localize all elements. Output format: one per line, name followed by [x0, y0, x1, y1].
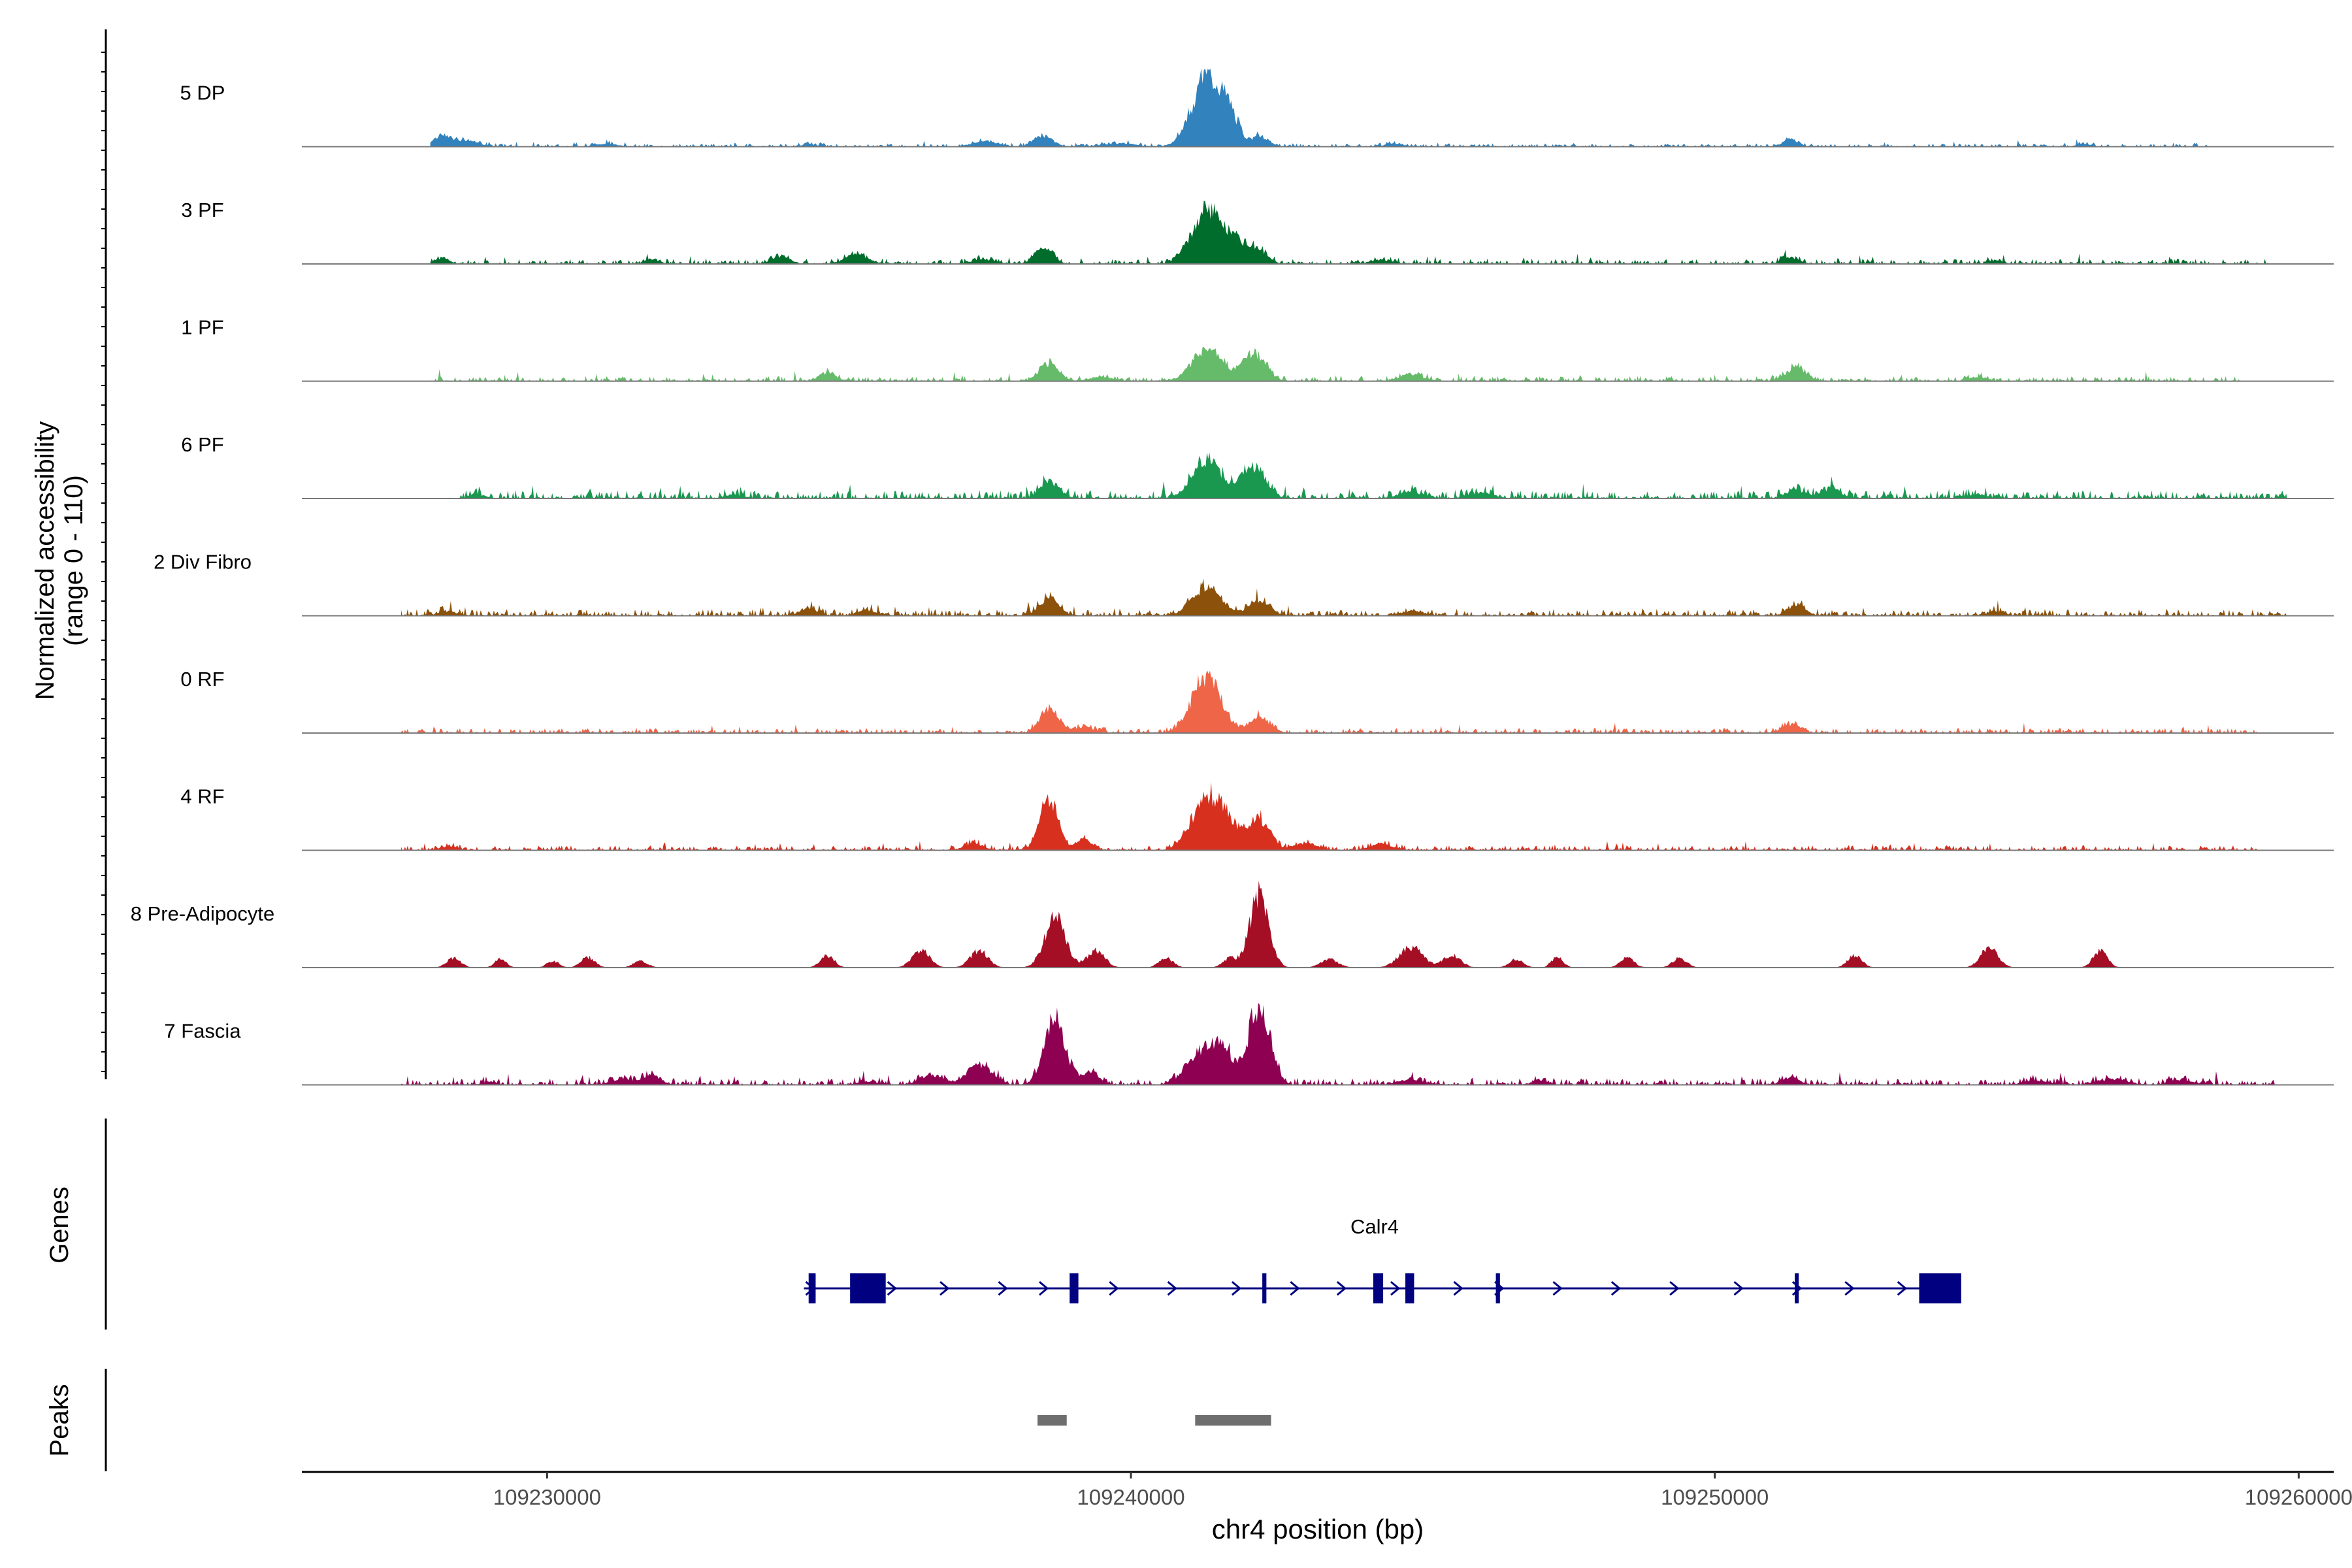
- x-tick-label: 109250000: [1661, 1485, 1769, 1509]
- track-0: [302, 68, 2334, 148]
- peak-regions: [1037, 1415, 1271, 1426]
- track-label-2: 1 PF: [181, 316, 223, 339]
- strand-arrow: [1109, 1281, 1119, 1296]
- x-axis-title: chr4 position (bp): [1212, 1514, 1424, 1544]
- peak-region: [1195, 1415, 1271, 1426]
- y-axis-subtitle: (range 0 - 110): [59, 475, 88, 646]
- gene-exon: [1070, 1273, 1079, 1303]
- track-1: [302, 201, 2334, 265]
- gene-exon: [1373, 1273, 1384, 1303]
- gene-model: [804, 1273, 1961, 1303]
- track-label-1: 3 PF: [181, 199, 223, 221]
- strand-arrow: [1453, 1281, 1463, 1296]
- strand-arrow: [1290, 1281, 1300, 1296]
- track-4: [302, 578, 2334, 617]
- track-8: [302, 1003, 2334, 1086]
- track-label-4: 2 Div Fibro: [154, 551, 252, 574]
- strand-arrow: [1669, 1281, 1680, 1296]
- y-axis-title: Normalized accessibility: [31, 421, 59, 700]
- x-axis-ticks: 109230000 109240000 109250000 109260000: [493, 1472, 2352, 1509]
- x-tick-label: 109240000: [1077, 1485, 1184, 1509]
- track-label-5: 0 RF: [180, 668, 224, 691]
- strand-arrow: [1610, 1281, 1622, 1296]
- strand-arrow: [1733, 1281, 1744, 1296]
- gene-exon: [808, 1273, 816, 1303]
- coverage-area-2: [430, 346, 2240, 382]
- strand-arrow: [998, 1281, 1008, 1296]
- track-7: [302, 881, 2334, 968]
- coverage-area-3: [459, 452, 2287, 498]
- peak-region: [1037, 1415, 1067, 1426]
- x-tick-label: 109230000: [493, 1485, 601, 1509]
- strand-arrow: [1231, 1281, 1242, 1296]
- gene-name-label: Calr4: [1350, 1215, 1399, 1238]
- track-label-8: 7 Fascia: [164, 1020, 241, 1043]
- strand-arrow: [1336, 1281, 1347, 1296]
- coverage-area-8: [400, 1003, 2276, 1085]
- peaks-panel-label: Peaks: [45, 1384, 74, 1456]
- gene-exon: [1495, 1273, 1500, 1303]
- coverage-area-0: [430, 68, 2212, 147]
- strand-arrow: [1844, 1281, 1855, 1296]
- coverage-area-7: [430, 881, 2124, 968]
- track-label-3: 6 PF: [181, 433, 223, 456]
- gene-exon: [850, 1273, 886, 1303]
- track-labels: 5 DP 3 PF 1 PF 6 PF 2 Div Fibro 0 RF 4 RF 8 Pre…: [131, 82, 275, 1043]
- track-6: [302, 782, 2334, 851]
- gene-exon: [1919, 1273, 1961, 1303]
- gene-exon: [1262, 1273, 1267, 1303]
- strand-arrow: [887, 1281, 897, 1296]
- genes-panel-label: Genes: [45, 1186, 74, 1264]
- strand-arrow: [1897, 1281, 1908, 1296]
- coverage-area-6: [400, 782, 2258, 851]
- x-tick-label: 109260000: [2245, 1485, 2352, 1509]
- track-label-7: 8 Pre-Adipocyte: [131, 902, 275, 925]
- track-label-0: 5 DP: [180, 82, 225, 105]
- track-label-6: 4 RF: [180, 785, 224, 808]
- strand-arrow: [939, 1281, 950, 1296]
- coverage-y-ticks: [101, 52, 106, 1072]
- coverage-area-5: [400, 670, 2258, 733]
- track-2: [302, 346, 2334, 382]
- strand-arrow: [1039, 1281, 1049, 1296]
- gene-exon: [1405, 1273, 1414, 1303]
- track-5: [302, 670, 2334, 734]
- coverage-area-4: [400, 578, 2287, 616]
- track-3: [302, 452, 2334, 499]
- strand-arrow: [1390, 1281, 1401, 1296]
- coverage-area-1: [430, 201, 2270, 264]
- strand-arrow: [1552, 1281, 1563, 1296]
- tracks-layer: [302, 68, 2334, 1086]
- strand-arrow: [1167, 1281, 1177, 1296]
- gene-exon: [1795, 1273, 1799, 1303]
